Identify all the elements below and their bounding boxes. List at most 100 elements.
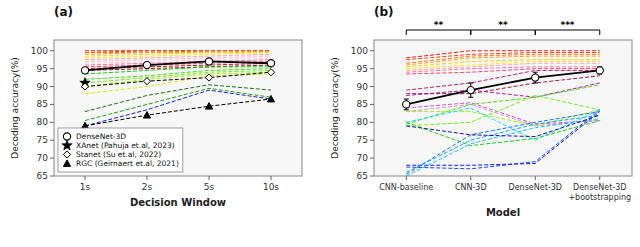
series — [85, 74, 271, 94]
x-tick — [209, 176, 210, 180]
series — [85, 69, 271, 80]
x-tick — [85, 176, 86, 180]
x-tick-label-line: DenseNet-3D — [509, 183, 562, 192]
y-axis-label: Decoding accuracy(%) — [330, 57, 340, 159]
legend-symbol — [62, 140, 72, 150]
x-tick-label: 2s — [142, 182, 153, 192]
series-line — [85, 72, 271, 86]
x-tick-label: 5s — [204, 182, 215, 192]
x-tick — [406, 176, 407, 180]
series — [406, 119, 600, 176]
x-tick-label: DenseNet-3D — [509, 183, 562, 192]
plot-frame — [54, 40, 302, 176]
x-tick-label: 10s — [263, 182, 279, 192]
point — [596, 67, 603, 74]
point — [267, 69, 274, 76]
x-tick-label-line: +bootstrapping — [568, 193, 631, 202]
y-tick — [50, 86, 54, 87]
series — [406, 85, 600, 124]
x-tick — [147, 176, 148, 180]
series-line — [85, 72, 271, 86]
x-tick — [535, 176, 536, 180]
y-tick-label: 95 — [37, 64, 48, 74]
series — [81, 69, 274, 91]
x-axis-label: Decision Window — [130, 197, 226, 208]
series-line — [406, 67, 600, 72]
y-tick — [50, 50, 54, 51]
y-tick — [370, 68, 374, 69]
series — [85, 72, 271, 86]
y-tick — [50, 68, 54, 69]
x-tick-label-line: 1s — [80, 182, 91, 192]
y-tick-label: 80 — [37, 117, 49, 127]
series — [85, 90, 271, 126]
series-line — [406, 119, 600, 176]
series-line — [406, 115, 600, 136]
x-tick-label: 1s — [80, 182, 91, 192]
legend: DenseNet-3DXAnet (Pahuja et.al, 2023)Sta… — [58, 128, 183, 172]
y-tick — [370, 104, 374, 105]
plot-area — [80, 51, 275, 129]
legend-label: Stanet (Su et.al, 2022) — [76, 150, 161, 159]
significance-bracket — [406, 30, 471, 35]
y-tick — [370, 176, 374, 177]
y-tick — [50, 104, 54, 105]
y-tick-label: 75 — [357, 135, 368, 145]
x-tick-label-line: CNN-3D — [455, 183, 487, 192]
annotation: *** — [560, 20, 574, 30]
series — [406, 115, 600, 136]
series — [81, 95, 274, 128]
y-tick — [370, 86, 374, 87]
y-tick-label: 95 — [357, 64, 368, 74]
annotation: ** — [498, 20, 508, 30]
series-line — [406, 70, 600, 104]
y-tick-label: 75 — [37, 135, 48, 145]
legend-symbol — [63, 133, 70, 140]
point — [205, 58, 212, 65]
x-tick — [271, 176, 272, 180]
legend-symbol — [63, 160, 70, 166]
y-tick-label: 85 — [357, 99, 368, 109]
series — [406, 110, 600, 169]
series-line — [406, 103, 600, 124]
legend-box — [58, 128, 183, 172]
series-line — [85, 69, 271, 80]
significance-bracket — [471, 30, 536, 35]
title: (b) — [374, 5, 394, 19]
x-tick-label-line: DenseNet-3D — [573, 183, 626, 192]
x-axis-label: Model — [486, 207, 520, 218]
y-tick-label: 65 — [357, 171, 368, 181]
panel: 65707580859095100CNN-baselineCNN-3DDense… — [330, 5, 632, 218]
y-tick — [50, 140, 54, 141]
series-line — [85, 74, 271, 94]
x-tick-label: CNN-baseline — [379, 183, 433, 192]
series — [85, 88, 271, 120]
y-tick — [50, 158, 54, 159]
series — [85, 85, 271, 112]
series — [406, 112, 600, 175]
significance-bracket — [535, 30, 600, 35]
y-tick — [370, 158, 374, 159]
series-line — [85, 88, 271, 120]
y-tick — [370, 140, 374, 141]
point — [143, 78, 150, 85]
series — [403, 67, 604, 110]
series-line — [406, 85, 600, 124]
legend-label: DenseNet-3D — [76, 132, 126, 141]
point — [81, 67, 88, 74]
series — [81, 58, 274, 74]
x-tick-label-line: 10s — [263, 182, 279, 192]
series-line — [406, 110, 600, 169]
series — [406, 108, 600, 140]
series-line — [406, 95, 600, 125]
y-axis-label: Decoding accuracy(%) — [10, 57, 20, 159]
y-tick — [50, 122, 54, 123]
y-tick-label: 90 — [357, 82, 369, 92]
y-tick-label: 70 — [37, 153, 49, 163]
series-line — [85, 90, 271, 126]
x-tick-label: CNN-3D — [455, 183, 487, 192]
series — [406, 67, 600, 72]
legend-label: XAnet (Pahuja et.al, 2023) — [76, 141, 175, 150]
figure: 657075808590951001s2s5s10sDecision Windo… — [0, 0, 640, 247]
point — [205, 74, 212, 81]
